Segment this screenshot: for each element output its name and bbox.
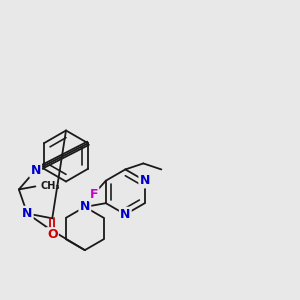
Text: F: F [90, 188, 98, 201]
Text: O: O [47, 228, 58, 241]
Text: N: N [30, 164, 41, 177]
Text: N: N [22, 207, 32, 220]
Text: N: N [140, 174, 150, 187]
Text: N: N [80, 200, 90, 213]
Text: N: N [120, 208, 130, 221]
Text: CH₃: CH₃ [41, 182, 60, 191]
